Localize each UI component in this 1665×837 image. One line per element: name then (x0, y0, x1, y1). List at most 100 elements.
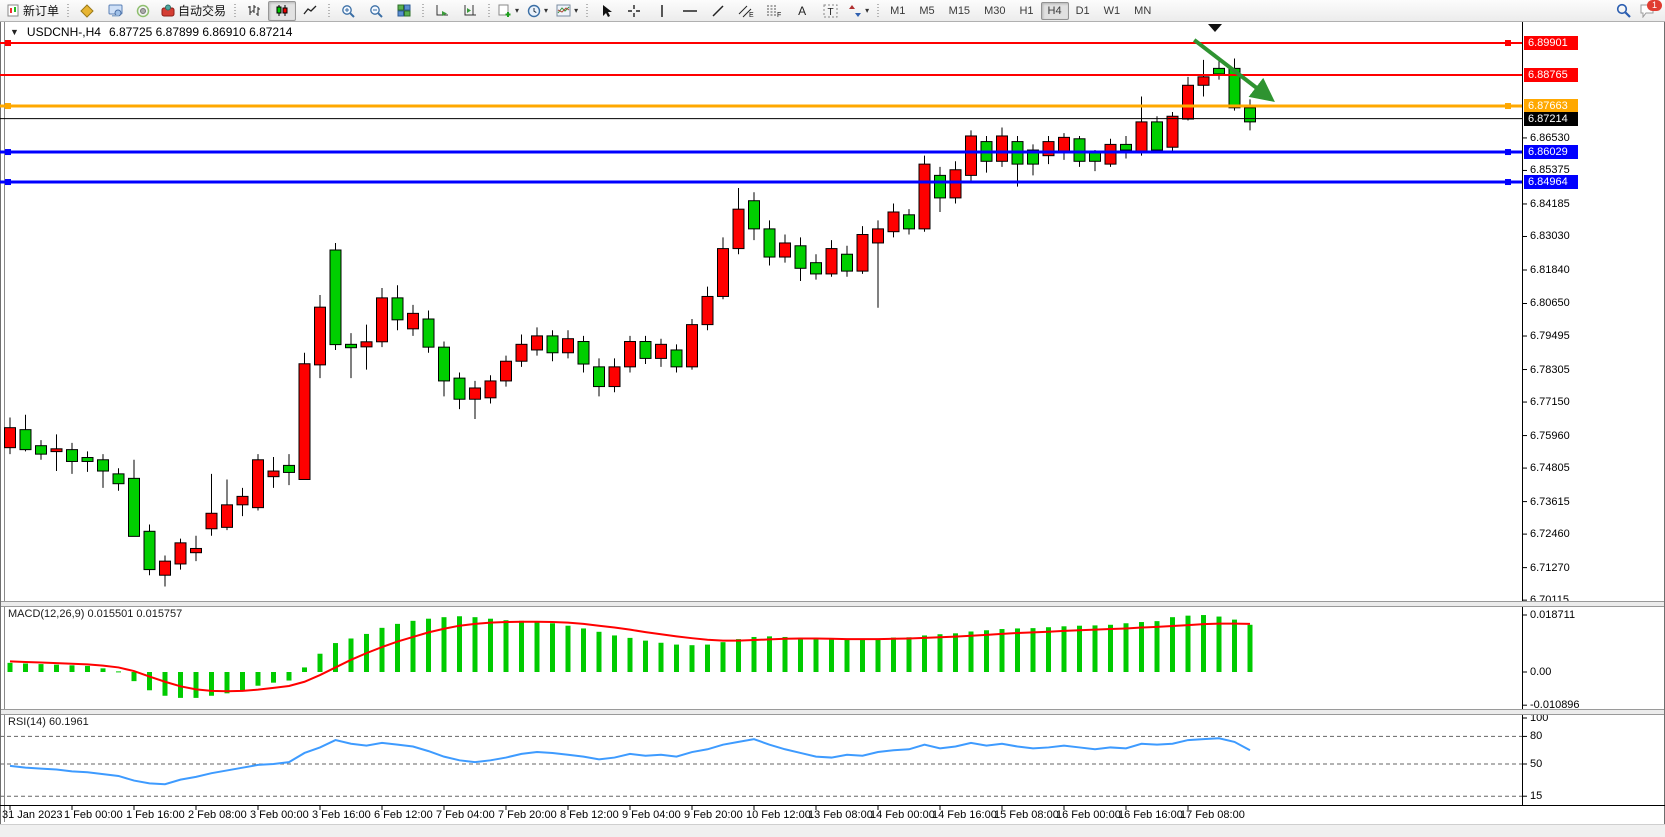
macd-histogram-bar (38, 664, 44, 672)
candlestick (174, 542, 187, 565)
search-icon[interactable] (1616, 3, 1631, 18)
timeframe-m30-button[interactable]: M30 (984, 4, 1006, 17)
candlestick (887, 211, 900, 233)
timeframe-h1-button[interactable]: H1 (1019, 4, 1034, 17)
trend-arrow-annotation[interactable] (1192, 38, 1275, 102)
macd-histogram-bar (875, 638, 881, 672)
candlestick (360, 341, 373, 348)
candlestick (453, 377, 466, 400)
autotrading-button[interactable]: 自动交易 (157, 1, 230, 21)
equidistant-channel-tool-button[interactable]: E (732, 1, 760, 21)
fibonacci-tool-button[interactable]: F (760, 1, 788, 21)
price-axis-tick-label: 6.80650 (1530, 297, 1570, 310)
price-axis-tick-label: 6.83030 (1530, 230, 1570, 243)
arrows-tool-button[interactable]: ▾ (844, 1, 873, 21)
time-axis-label: 9 Feb 04:00 (622, 809, 681, 821)
toolbar-grip (877, 3, 880, 18)
candlestick-chart-button[interactable] (268, 0, 297, 21)
macd-histogram-bar (255, 672, 261, 686)
candlestick (1151, 121, 1163, 151)
arrows-icon (849, 4, 862, 17)
line-handle[interactable] (1505, 179, 1511, 186)
templates-button[interactable]: ▾ (552, 1, 582, 21)
zoom-in-button[interactable] (334, 1, 362, 21)
chart-menu-caret-icon[interactable]: ▼ (10, 27, 19, 37)
down-triangle-marker[interactable] (1208, 24, 1222, 32)
price-badge: 6.87214 (1524, 111, 1578, 126)
candlestick (50, 448, 63, 453)
line-handle[interactable] (1505, 40, 1511, 47)
market-watch-icon (80, 3, 94, 18)
cursor-tool-button[interactable] (592, 1, 620, 21)
tile-windows-button[interactable] (390, 1, 418, 21)
macd-histogram-bar (7, 662, 13, 672)
zoom-out-button[interactable] (362, 1, 390, 21)
macd-panel-splitter[interactable] (1, 601, 1664, 607)
candlestick (205, 512, 218, 530)
macd-histogram-bar (565, 625, 571, 672)
vertical-line-tool-button[interactable] (648, 1, 676, 21)
new-order-label: 新订单 (23, 4, 60, 18)
candlestick (593, 366, 605, 388)
macd-histogram-bar (457, 616, 462, 672)
line-handle[interactable] (5, 149, 11, 156)
timeframe-d1-button[interactable]: D1 (1075, 4, 1090, 17)
main-toolbar: 新订单 自动交易 (0, 0, 1665, 22)
line-handle[interactable] (5, 179, 11, 186)
horizontal-line-tool-button[interactable] (676, 1, 704, 21)
time-axis-label: 17 Feb 08:00 (1180, 809, 1245, 821)
macd-histogram-bar (317, 653, 323, 672)
candlestick (4, 427, 16, 449)
macd-histogram-bar (860, 639, 865, 672)
candlestick (1182, 84, 1194, 120)
toolbar-grip (234, 3, 237, 18)
price-axis-tick-label: 6.78305 (1530, 363, 1570, 376)
line-handle[interactable] (5, 103, 11, 110)
timeframe-m1-button[interactable]: M1 (890, 4, 906, 17)
rsi-panel-splitter[interactable] (1, 709, 1664, 715)
bar-chart-icon (248, 5, 261, 16)
price-badge: 6.84964 (1524, 175, 1578, 190)
chart-ohlc-values: 6.87725 6.87899 6.86910 6.87214 (108, 25, 293, 39)
timeframe-m15-button[interactable]: M15 (948, 4, 971, 17)
trendline-icon (712, 4, 724, 17)
terminal-button[interactable] (101, 1, 129, 21)
macd-histogram-bar (85, 665, 90, 672)
price-axis-tick-label: 6.81840 (1530, 263, 1570, 276)
line-handle[interactable] (1505, 149, 1511, 156)
auto-scroll-button[interactable] (428, 1, 456, 21)
timeframe-group: M1 M5 M15 M30 H1 H4 D1 W1 MN (883, 1, 1158, 20)
timeframe-h4-button[interactable]: H4 (1040, 1, 1069, 20)
periods-button[interactable]: ▾ (523, 1, 552, 21)
line-handle[interactable] (1505, 103, 1511, 110)
timeframe-mn-button[interactable]: MN (1134, 4, 1152, 17)
crosshair-tool-button[interactable] (620, 1, 648, 21)
timeframe-m5-button[interactable]: M5 (919, 4, 935, 17)
new-order-button[interactable]: 新订单 (3, 1, 63, 21)
window-left-edge (0, 21, 1, 837)
text-label-tool-button[interactable]: T (816, 1, 844, 21)
timeframe-w1-button[interactable]: W1 (1103, 4, 1121, 17)
line-chart-button[interactable] (296, 1, 324, 21)
candlestick (841, 253, 853, 272)
new-chart-button[interactable]: ▾ (494, 1, 523, 21)
chart-left-border (4, 21, 5, 822)
rsi-axis-tick-label: 15 (1530, 790, 1543, 803)
candlestick (252, 459, 264, 509)
candlestick (856, 234, 869, 272)
line-handle[interactable] (5, 40, 11, 47)
text-tool-button[interactable]: A (788, 1, 816, 21)
trendline-tool-button[interactable] (704, 1, 732, 21)
candlestick (298, 363, 311, 480)
candlestick (1213, 67, 1225, 75)
signals-button[interactable] (129, 1, 157, 21)
text-label-icon: T (823, 4, 838, 18)
notifications-button[interactable]: 1 (1639, 0, 1662, 18)
chart-shift-button[interactable] (456, 1, 484, 21)
bar-chart-button[interactable] (240, 1, 268, 21)
market-watch-button[interactable] (73, 1, 101, 21)
candlestick (1027, 149, 1039, 165)
candlestick (376, 297, 388, 343)
